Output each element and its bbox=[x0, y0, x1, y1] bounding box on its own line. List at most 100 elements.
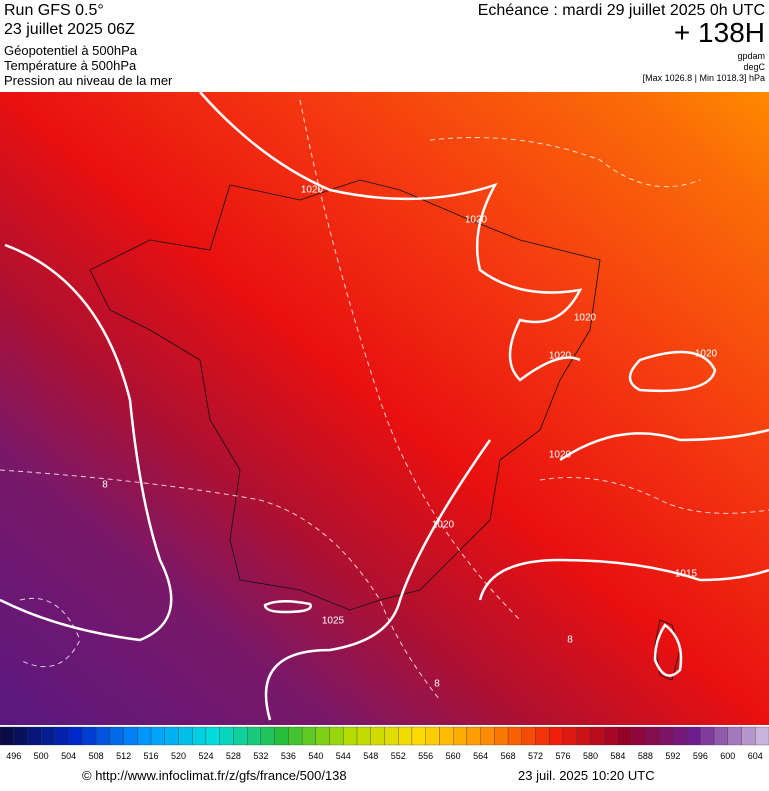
colorbar-swatch bbox=[150, 726, 165, 746]
isobar bbox=[653, 623, 683, 677]
colorbar-swatch bbox=[274, 726, 289, 746]
temperature-contour bbox=[299, 99, 521, 621]
isobar bbox=[628, 350, 717, 393]
colorbar-swatch bbox=[301, 726, 316, 746]
colorbar-label: 580 bbox=[583, 751, 598, 761]
colorbar-swatch bbox=[384, 726, 399, 746]
isobar bbox=[263, 600, 312, 614]
contour-label: 1015 bbox=[675, 569, 698, 580]
timestamp: 23 juil. 2025 10:20 UTC bbox=[518, 768, 655, 783]
colorbar-swatch bbox=[288, 726, 303, 746]
colorbar-swatch bbox=[535, 726, 550, 746]
colorbar-swatch bbox=[398, 726, 413, 746]
colorbar-swatch bbox=[425, 726, 440, 746]
field: Température à 500hPa bbox=[4, 58, 137, 73]
colorbar-label: 504 bbox=[61, 751, 76, 761]
colorbar-swatch bbox=[54, 726, 69, 746]
corsica bbox=[654, 619, 681, 681]
colorbar-label: 528 bbox=[226, 751, 241, 761]
colorbar-label: 524 bbox=[198, 751, 213, 761]
colorbar-label: 572 bbox=[528, 751, 543, 761]
colorbar-swatch bbox=[329, 726, 344, 746]
colorbar-swatch bbox=[356, 726, 371, 746]
colorbar-swatch bbox=[260, 726, 275, 746]
colorbar-swatch bbox=[439, 726, 454, 746]
colorbar-label: 588 bbox=[638, 751, 653, 761]
colorbar-label: 576 bbox=[556, 751, 571, 761]
map: 1020 1020 1020 1020 1020 1020 1020 1025 1015 8 8 8 bbox=[0, 91, 769, 725]
colorbar-swatch bbox=[137, 726, 152, 746]
colorbar-label: 544 bbox=[336, 751, 351, 761]
colorbar-swatch bbox=[41, 726, 56, 746]
temperature-contour bbox=[19, 597, 81, 668]
contour-label: 1020 bbox=[301, 185, 324, 196]
temperature-contour bbox=[0, 469, 441, 701]
colorbar-label: 540 bbox=[308, 751, 323, 761]
unit: gpdam bbox=[737, 51, 765, 61]
colorbar-label: 536 bbox=[281, 751, 296, 761]
colorbar-label: 568 bbox=[501, 751, 516, 761]
colorbar-swatch bbox=[507, 726, 522, 746]
contour-label: 1020 bbox=[432, 520, 455, 531]
colorbar-label: 532 bbox=[253, 751, 268, 761]
colorbar-swatch bbox=[315, 726, 330, 746]
colorbar-label: 592 bbox=[665, 751, 680, 761]
isobar bbox=[559, 428, 769, 462]
colorbar-swatch bbox=[247, 726, 262, 746]
colorbar-label: 600 bbox=[720, 751, 735, 761]
colorbar-swatch bbox=[178, 726, 193, 746]
colorbar-swatch bbox=[672, 726, 687, 746]
colorbar-swatch bbox=[205, 726, 220, 746]
colorbar-swatch bbox=[68, 726, 83, 746]
colorbar-swatch bbox=[13, 726, 28, 746]
colorbar-swatch bbox=[494, 726, 509, 746]
contour-label: 8 bbox=[434, 679, 440, 690]
contour-label: 1020 bbox=[549, 351, 572, 362]
colorbar-swatch bbox=[658, 726, 674, 746]
colorbar-swatch bbox=[645, 726, 660, 746]
unit: [Max 1026.8 | Min 1018.3] hPa bbox=[643, 73, 765, 83]
colorbar-swatch bbox=[590, 726, 605, 746]
colorbar-swatch bbox=[370, 726, 385, 746]
colorbar-label: 560 bbox=[446, 751, 461, 761]
colorbar-swatch bbox=[727, 726, 742, 746]
contour-label: 8 bbox=[102, 480, 108, 491]
isobar bbox=[264, 439, 492, 721]
colorbar-swatch bbox=[713, 726, 728, 746]
colorbar-swatch bbox=[686, 726, 701, 746]
colorbar-swatch bbox=[411, 726, 426, 746]
contour-label: 8 bbox=[567, 635, 573, 646]
colorbar-label: 508 bbox=[89, 751, 104, 761]
colorbar-swatch bbox=[233, 726, 248, 746]
colorbar-swatch bbox=[521, 726, 536, 746]
colorbar-label: 520 bbox=[171, 751, 186, 761]
colorbar-swatch bbox=[27, 726, 42, 746]
unit: degC bbox=[743, 62, 765, 72]
colorbar-label: 584 bbox=[610, 751, 625, 761]
contour-label: 1025 bbox=[322, 616, 345, 627]
colorbar-swatch bbox=[0, 726, 14, 746]
colorbar-label: 548 bbox=[363, 751, 378, 761]
colorbar-swatch bbox=[343, 726, 358, 746]
colorbar-swatch bbox=[617, 726, 632, 746]
colorbar-swatch bbox=[192, 726, 207, 746]
colorbar-swatch bbox=[466, 726, 481, 746]
colorbar-swatch bbox=[164, 726, 179, 746]
colorbar-swatch bbox=[123, 726, 138, 746]
colorbar-label: 496 bbox=[6, 751, 21, 761]
colorbar-swatch bbox=[549, 726, 564, 746]
colorbar-swatch bbox=[109, 726, 124, 746]
colorbar-label: 564 bbox=[473, 751, 488, 761]
temperature-contour bbox=[429, 137, 701, 188]
colorbar-swatch bbox=[741, 726, 756, 746]
map-background bbox=[0, 92, 769, 725]
colorbar: 496 500 504 508 512 516 520 524 528 532 536 540 544 5… bbox=[0, 726, 769, 761]
colorbar-swatch bbox=[562, 726, 577, 746]
echeance: Echéance : mardi 29 juillet 2025 0h UTC bbox=[478, 2, 765, 19]
colorbar-swatch bbox=[755, 726, 769, 746]
coastline bbox=[89, 179, 601, 611]
colorbar-label: 500 bbox=[34, 751, 49, 761]
source-url: © http://www.infoclimat.fr/z/gfs/france/… bbox=[82, 768, 347, 783]
colorbar-swatch bbox=[95, 726, 111, 746]
